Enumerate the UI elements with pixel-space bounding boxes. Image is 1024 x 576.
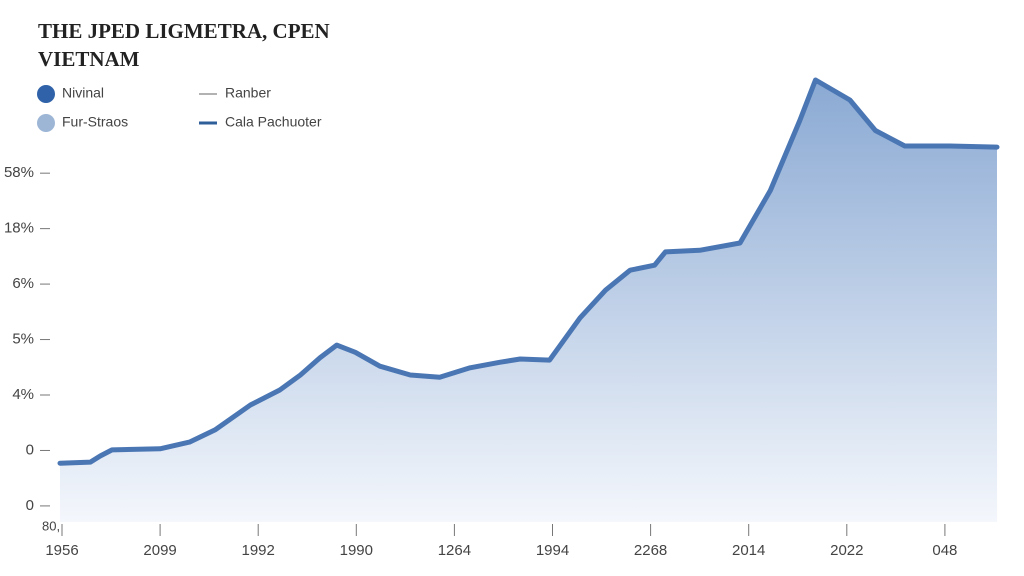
y-tick-label: 5% — [12, 331, 34, 348]
y-tick-label: 0 — [26, 441, 34, 458]
corner-label: 80, — [42, 518, 60, 533]
x-tick-label: 1990 — [340, 542, 373, 559]
chart-subtitle: VIETNAM — [38, 47, 140, 71]
area — [60, 80, 998, 522]
y-tick-label: 4% — [12, 386, 34, 403]
legend-label: Cala Pachuoter — [225, 114, 322, 130]
x-tick-label: 2022 — [830, 542, 863, 559]
y-tick-label: 58% — [4, 164, 34, 181]
y-tick-label: 0 — [26, 497, 34, 514]
legend-label: Ranber — [225, 85, 271, 101]
x-tick-label: 2099 — [143, 542, 176, 559]
legend-dot — [37, 85, 55, 103]
x-tick-label: 2268 — [634, 542, 667, 559]
chart-title: THE JPED LIGMETRA, CPEN — [38, 19, 330, 43]
x-tick-label: 1994 — [536, 542, 569, 559]
x-tick-label: 1264 — [438, 542, 471, 559]
y-tick-label: 18% — [4, 220, 34, 237]
y-tick-label: 6% — [12, 275, 34, 292]
x-tick-label: 1956 — [45, 542, 78, 559]
x-tick-label: 1992 — [242, 542, 275, 559]
line — [57, 77, 1000, 466]
legend-label: Fur-Straos — [62, 114, 128, 130]
x-tick-label: 048 — [932, 542, 957, 559]
x-tick-label: 2014 — [732, 542, 765, 559]
legend-dot — [37, 114, 55, 132]
legend-label: Nivinal — [62, 85, 104, 101]
